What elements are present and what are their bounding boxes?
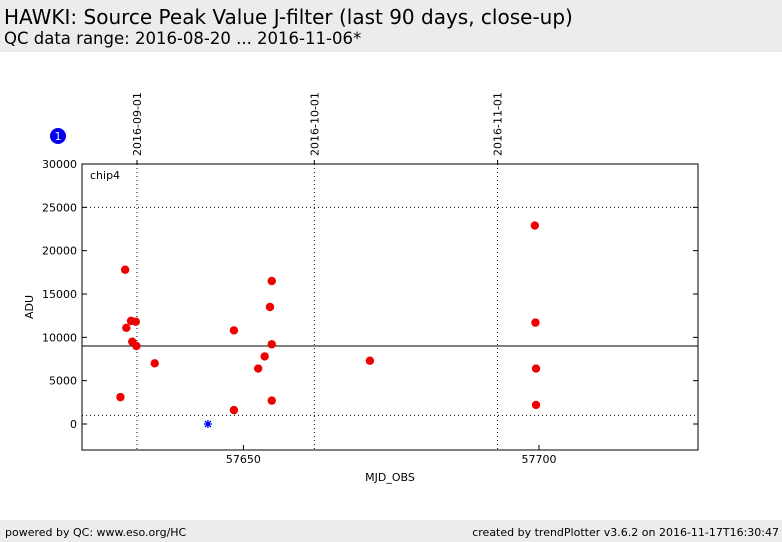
date-tick-label: 2016-11-01 bbox=[492, 92, 505, 156]
data-point bbox=[229, 326, 239, 335]
reference-lines bbox=[82, 206, 698, 416]
data-point bbox=[267, 340, 276, 349]
footer-bar: powered by QC: www.eso.org/HC created by… bbox=[0, 520, 782, 542]
footer-right-text: created by trendPlotter v3.6.2 on 2016-1… bbox=[472, 526, 779, 539]
plot-frame bbox=[81, 163, 699, 451]
y-axis-label: ADU bbox=[23, 295, 36, 319]
chart-svg: 1 2016-09-01 2016-10-01 2016-11-01 0 5000 100… bbox=[23, 92, 699, 484]
y-tick-label: 30000 bbox=[42, 158, 77, 171]
data-point bbox=[531, 364, 541, 373]
date-tick-label: 2016-09-01 bbox=[131, 92, 144, 156]
chip-badge: 1 bbox=[50, 128, 66, 144]
y-tick-label: 10000 bbox=[42, 331, 77, 344]
x-axis-label: MJD_OBS bbox=[365, 471, 415, 484]
data-point bbox=[265, 302, 275, 312]
data-markers bbox=[116, 221, 541, 428]
x-tick-label: 57650 bbox=[226, 453, 261, 466]
y-tick-label: 0 bbox=[70, 418, 77, 431]
data-point bbox=[120, 265, 130, 274]
axis-ticks: 2016-09-01 2016-10-01 2016-11-01 0 5000 10000… bbox=[42, 92, 698, 466]
star-marker bbox=[203, 420, 212, 428]
data-point bbox=[131, 317, 140, 326]
y-tick-label: 15000 bbox=[42, 288, 77, 301]
chip-badge-label: 1 bbox=[55, 130, 62, 143]
data-point bbox=[531, 400, 541, 410]
data-point bbox=[122, 323, 131, 332]
data-point bbox=[253, 364, 263, 373]
x-tick-label: 57700 bbox=[521, 453, 556, 466]
data-point bbox=[530, 221, 540, 230]
data-point bbox=[229, 405, 239, 415]
star-marker-stroke bbox=[204, 420, 212, 428]
data-point bbox=[116, 392, 125, 402]
data-point bbox=[150, 359, 159, 368]
data-point bbox=[531, 318, 540, 327]
data-point bbox=[132, 341, 141, 351]
panel-label: chip4 bbox=[90, 169, 120, 182]
plot-area bbox=[82, 164, 698, 450]
data-point bbox=[267, 276, 276, 286]
page-title: HAWKI: Source Peak Value J-filter (last … bbox=[4, 5, 573, 29]
data-point bbox=[267, 396, 276, 405]
y-tick-label: 5000 bbox=[49, 375, 77, 388]
date-tick-label: 2016-10-01 bbox=[308, 92, 321, 156]
data-point bbox=[260, 352, 269, 361]
y-tick-label: 20000 bbox=[42, 245, 77, 258]
page-subtitle: QC data range: 2016-08-20 ... 2016-11-06… bbox=[4, 29, 362, 48]
header-bar: HAWKI: Source Peak Value J-filter (last … bbox=[0, 0, 782, 52]
y-tick-label: 25000 bbox=[42, 201, 77, 214]
footer-left-text: powered by QC: www.eso.org/HC bbox=[5, 526, 187, 539]
chip-badge-circle bbox=[50, 128, 66, 144]
data-point bbox=[365, 356, 375, 365]
